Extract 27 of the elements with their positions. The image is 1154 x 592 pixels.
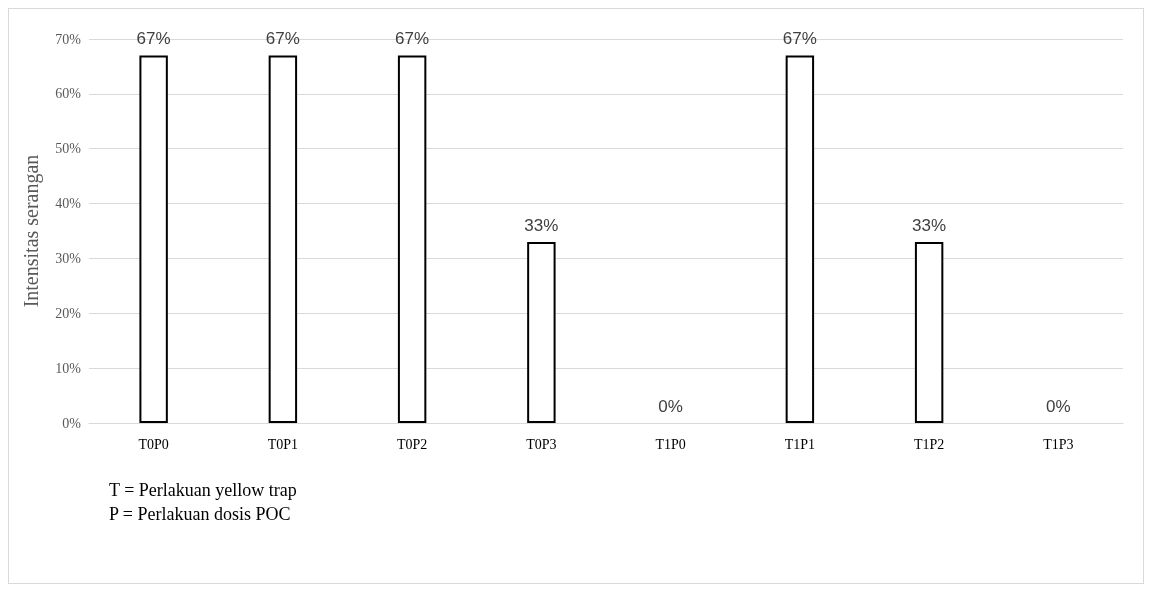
x-tick-label: T0P1 [267,436,299,452]
y-tick-label: 0% [62,415,82,431]
x-tick-label: T1P1 [784,436,816,452]
x-tick-label: T1P2 [913,436,945,452]
data-label: 67% [782,29,817,49]
data-label: 33% [912,215,947,235]
x-tick-label: T1P3 [1043,436,1074,452]
data-label: 67% [265,29,300,49]
x-tick-label: T0P2 [396,436,428,452]
x-tick-label: T0P0 [138,436,169,452]
y-tick-label: 70% [55,31,82,47]
data-label: 67% [136,29,171,49]
data-label: 0% [1046,397,1071,416]
x-tick-label: T0P3 [526,436,557,452]
y-axis-title: Intensitas serangan [20,154,43,308]
text: P = Perlakuan dosis POC [109,504,291,524]
y-tick-label: 30% [55,250,82,266]
data-label: 33% [524,215,559,235]
y-tick-label: 50% [55,141,82,157]
text: T = Perlakuan yellow trap [109,480,297,500]
data-label: 0% [658,397,683,416]
data-label: 67% [395,29,430,49]
y-tick-label: 10% [55,360,82,376]
y-tick-label: 60% [55,86,82,102]
y-tick-label: 20% [55,305,82,321]
x-tick-label: T1P0 [655,436,686,452]
y-tick-label: 40% [55,196,82,212]
